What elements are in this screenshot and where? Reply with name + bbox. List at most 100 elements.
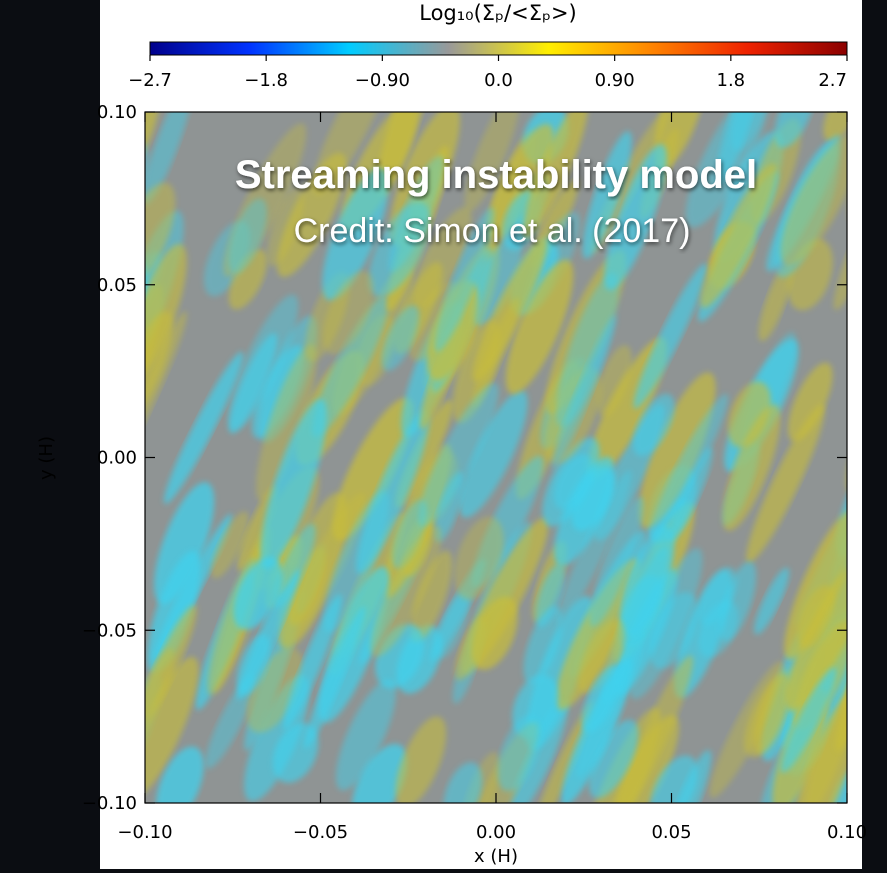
density-streak xyxy=(311,295,389,437)
density-streak xyxy=(697,566,738,626)
density-streak xyxy=(787,362,833,442)
density-streak xyxy=(370,525,442,657)
colorbar-tick-label: 2.7 xyxy=(818,70,847,91)
density-field xyxy=(145,112,887,803)
density-streak xyxy=(154,482,215,605)
density-streak xyxy=(685,112,770,228)
y-axis-label: y (H) xyxy=(36,436,57,480)
density-streak xyxy=(376,112,434,195)
y-tick-label: 0.10 xyxy=(97,102,137,123)
density-streak xyxy=(335,679,396,791)
density-streak xyxy=(614,628,645,698)
y-tick-label: −0.10 xyxy=(82,793,137,814)
density-streak xyxy=(464,112,521,212)
x-tick-label: −0.10 xyxy=(117,822,172,843)
density-streak xyxy=(418,383,499,527)
density-streak xyxy=(633,263,708,409)
colorbar-tick-label: −1.8 xyxy=(244,70,288,91)
colorbar-tick-label: −2.7 xyxy=(128,70,172,91)
density-streak xyxy=(260,398,327,569)
colorbar-label: Log₁₀(Σₚ/<Σₚ>) xyxy=(419,1,577,25)
density-streak xyxy=(505,259,574,395)
colorbar xyxy=(149,41,848,56)
density-streak xyxy=(322,270,374,355)
density-streak xyxy=(709,661,784,798)
y-tick-label: 0.05 xyxy=(97,275,137,296)
density-streak xyxy=(246,647,304,733)
density-streak xyxy=(873,641,887,728)
density-streak xyxy=(700,163,777,308)
density-streak xyxy=(145,112,193,205)
density-streak xyxy=(228,249,267,310)
density-streak xyxy=(531,701,595,803)
colorbar-tick-label: 1.8 xyxy=(717,70,746,91)
density-streak xyxy=(460,752,501,803)
density-streak xyxy=(455,615,487,681)
density-streak xyxy=(581,665,622,733)
density-streak xyxy=(653,112,707,170)
density-streak xyxy=(323,490,390,633)
density-streak xyxy=(352,743,408,803)
density-streak xyxy=(616,655,694,803)
density-streak xyxy=(469,236,522,326)
density-streak xyxy=(650,755,698,803)
density-streak xyxy=(727,381,771,448)
density-streak xyxy=(780,667,837,773)
density-streak xyxy=(596,345,632,417)
density-streak xyxy=(522,211,581,314)
density-streak xyxy=(145,648,175,740)
density-streak xyxy=(409,550,453,643)
density-streak xyxy=(633,393,675,456)
density-streak xyxy=(620,525,675,637)
density-streak xyxy=(535,563,565,628)
density-streak xyxy=(774,112,815,148)
density-streak xyxy=(649,393,729,539)
density-streak xyxy=(163,351,244,505)
density-streak xyxy=(147,550,201,675)
density-streak xyxy=(395,716,447,803)
density-streak xyxy=(555,272,619,428)
density-streak xyxy=(582,131,632,259)
density-streak xyxy=(557,470,632,624)
density-streak xyxy=(588,719,639,799)
density-streak xyxy=(784,509,847,660)
density-streak xyxy=(867,347,887,461)
density-streak xyxy=(746,404,825,563)
density-streak xyxy=(629,548,703,700)
density-streak xyxy=(443,762,483,803)
density-streak xyxy=(145,656,199,800)
density-streak xyxy=(758,261,793,342)
density-streak xyxy=(304,605,366,749)
density-streak xyxy=(312,112,391,196)
density-streak xyxy=(233,556,283,630)
density-streak xyxy=(205,674,256,769)
density-streak xyxy=(523,605,563,685)
density-streak xyxy=(388,155,444,273)
density-streak xyxy=(487,124,554,240)
overlay-credit: Credit: Simon et al. (2017) xyxy=(294,212,691,250)
density-streak xyxy=(413,207,472,309)
x-tick-label: 0.05 xyxy=(651,822,691,843)
density-streak xyxy=(823,112,847,142)
density-streak xyxy=(211,511,249,579)
density-streak xyxy=(471,596,518,670)
density-streak xyxy=(638,372,716,529)
density-streak xyxy=(256,344,317,502)
density-streak xyxy=(780,134,847,266)
density-streak xyxy=(604,144,667,291)
density-streak xyxy=(156,746,204,803)
density-streak xyxy=(459,390,528,518)
density-streak xyxy=(577,619,625,694)
density-streak xyxy=(454,516,504,600)
density-streak xyxy=(273,523,316,609)
overlay-title: Streaming instability model xyxy=(235,153,757,197)
density-streak xyxy=(434,207,495,352)
density-streak xyxy=(508,699,568,803)
density-streak xyxy=(722,404,781,531)
density-streak xyxy=(472,238,548,382)
density-streak xyxy=(497,715,542,792)
density-streak xyxy=(229,333,278,434)
density-streak xyxy=(332,397,414,541)
x-axis-label: x (H) xyxy=(474,846,518,867)
